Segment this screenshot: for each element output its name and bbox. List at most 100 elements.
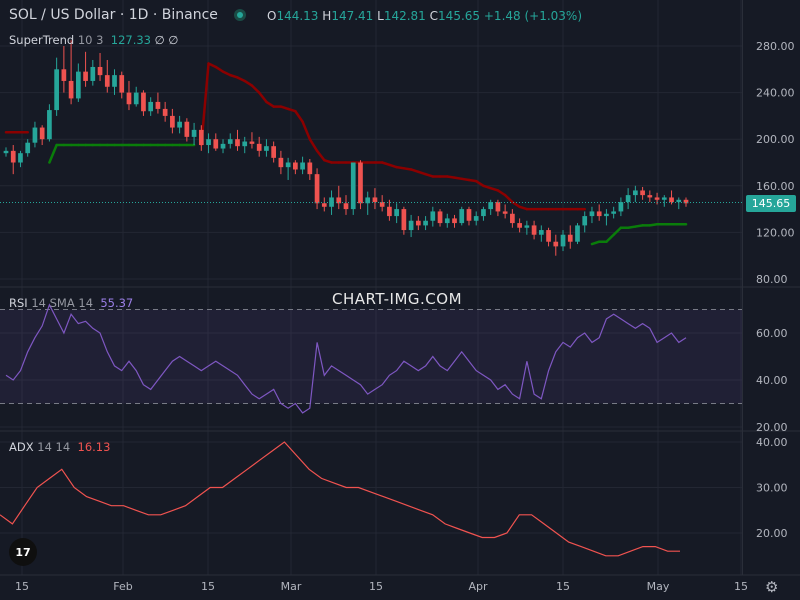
symbol-label: SOL / US Dollar · 1D · Binance bbox=[9, 7, 218, 23]
candle-body bbox=[611, 211, 617, 214]
candle-body bbox=[220, 143, 226, 149]
supertrend-segment bbox=[257, 91, 268, 104]
candle-body bbox=[430, 211, 436, 221]
watermark: CHART-IMG.COM bbox=[332, 290, 463, 308]
candle-body bbox=[444, 218, 450, 224]
supertrend-segment bbox=[388, 163, 398, 169]
candle-body bbox=[285, 162, 291, 168]
rsi-legend[interactable]: RSI 14 SMA 14 55.37 bbox=[9, 296, 134, 310]
candle-body bbox=[633, 190, 638, 196]
panel-separators bbox=[0, 0, 800, 576]
change-value: +1.48 (+1.03%) bbox=[483, 9, 583, 23]
candle-body bbox=[495, 202, 501, 212]
supertrend-segment bbox=[279, 105, 290, 111]
rsi-line bbox=[5, 303, 687, 414]
candle-body bbox=[553, 241, 559, 247]
supertrend-segment bbox=[221, 70, 232, 77]
candle-body bbox=[387, 206, 392, 217]
candle-body bbox=[198, 129, 204, 146]
candles bbox=[3, 40, 689, 256]
supertrend-segment bbox=[48, 143, 58, 164]
candle-body bbox=[112, 75, 117, 87]
adx-legend[interactable]: ADX 14 14 16.13 bbox=[9, 440, 111, 454]
candle-body bbox=[546, 230, 551, 242]
ohlc-values: O144.13 H147.41 L142.81 C145.65 +1.48 (+… bbox=[267, 9, 583, 23]
supertrend-segment bbox=[474, 179, 485, 188]
candle-body bbox=[271, 146, 277, 158]
supertrend-segment bbox=[380, 161, 391, 167]
candle-body bbox=[372, 197, 378, 203]
candle-body bbox=[567, 234, 573, 242]
candle-body bbox=[423, 220, 428, 226]
candle-body bbox=[538, 230, 544, 235]
x-tick-label: 15 bbox=[369, 580, 383, 593]
candle-body bbox=[394, 209, 399, 217]
candle-body bbox=[604, 213, 609, 217]
candle-body bbox=[669, 197, 674, 203]
supertrend-segment bbox=[207, 62, 218, 69]
supertrend-segment bbox=[518, 205, 529, 211]
x-tick-label: 15 bbox=[201, 580, 215, 593]
supertrend-segment bbox=[612, 226, 623, 236]
candle-body bbox=[365, 197, 371, 204]
candle-body bbox=[625, 195, 631, 203]
candle-body bbox=[148, 101, 154, 112]
supertrend-segment bbox=[409, 168, 420, 174]
y-tick-label: 20.00 bbox=[756, 421, 788, 434]
candle-body bbox=[560, 234, 566, 247]
candle-body bbox=[466, 209, 472, 221]
x-tick-label: Feb bbox=[113, 580, 132, 593]
supertrend-segment bbox=[250, 84, 261, 94]
rsi-band bbox=[0, 309, 742, 404]
candle-body bbox=[133, 92, 139, 105]
candle-body bbox=[32, 127, 38, 143]
candle-body bbox=[54, 69, 59, 111]
y-tick-label: 40.00 bbox=[756, 374, 788, 387]
candle-body bbox=[408, 220, 414, 231]
candle-body bbox=[321, 203, 327, 207]
candle-body bbox=[25, 142, 31, 154]
candle-body bbox=[126, 92, 132, 105]
y-tick-label: 30.00 bbox=[756, 482, 788, 495]
candle-body bbox=[488, 202, 494, 210]
candle-body bbox=[502, 211, 508, 214]
candle-body bbox=[184, 121, 190, 137]
candle-body bbox=[647, 195, 653, 198]
tradingview-logo[interactable]: 17 bbox=[9, 538, 37, 566]
candle-body bbox=[249, 141, 255, 144]
supertrend-segment bbox=[496, 189, 507, 197]
y-tick-label: 240.00 bbox=[756, 87, 795, 100]
supertrend-segment bbox=[308, 137, 319, 153]
supertrend-legend[interactable]: SuperTrend 10 3 127.33 ∅ ∅ bbox=[9, 33, 179, 47]
y-tick-label: 280.00 bbox=[756, 40, 795, 53]
candle-body bbox=[683, 199, 689, 204]
y-axis-ticks: 280.00 240.00 200.00 160.00 120.00 80.00 60.00… bbox=[756, 40, 795, 540]
candle-body bbox=[314, 174, 320, 204]
y-tick-label: 60.00 bbox=[756, 327, 788, 340]
y-tick-label: 160.00 bbox=[756, 180, 795, 193]
candle-body bbox=[18, 153, 23, 163]
candle-body bbox=[415, 220, 421, 226]
candle-body bbox=[242, 141, 248, 147]
candle-body bbox=[343, 203, 349, 210]
candle-body bbox=[75, 71, 81, 99]
supertrend-segment bbox=[294, 109, 304, 123]
x-tick-label: Mar bbox=[281, 580, 302, 593]
gear-icon[interactable]: ⚙ bbox=[765, 578, 779, 596]
candle-body bbox=[524, 225, 530, 228]
candle-body bbox=[68, 80, 74, 99]
supertrend-segment bbox=[590, 240, 601, 246]
candle-body bbox=[256, 143, 262, 151]
candle-body bbox=[206, 139, 211, 146]
candle-body bbox=[459, 209, 465, 224]
adx-line bbox=[0, 441, 680, 557]
candle-body bbox=[640, 190, 645, 196]
symbol-title[interactable]: SOL / US Dollar · 1D · Binance bbox=[9, 7, 218, 23]
current-price-tag: 145.65 bbox=[746, 195, 796, 212]
candle-body bbox=[141, 92, 146, 112]
candle-body bbox=[47, 110, 52, 140]
candle-body bbox=[10, 150, 16, 163]
supertrend-segment bbox=[265, 100, 275, 108]
candle-body bbox=[517, 223, 522, 228]
